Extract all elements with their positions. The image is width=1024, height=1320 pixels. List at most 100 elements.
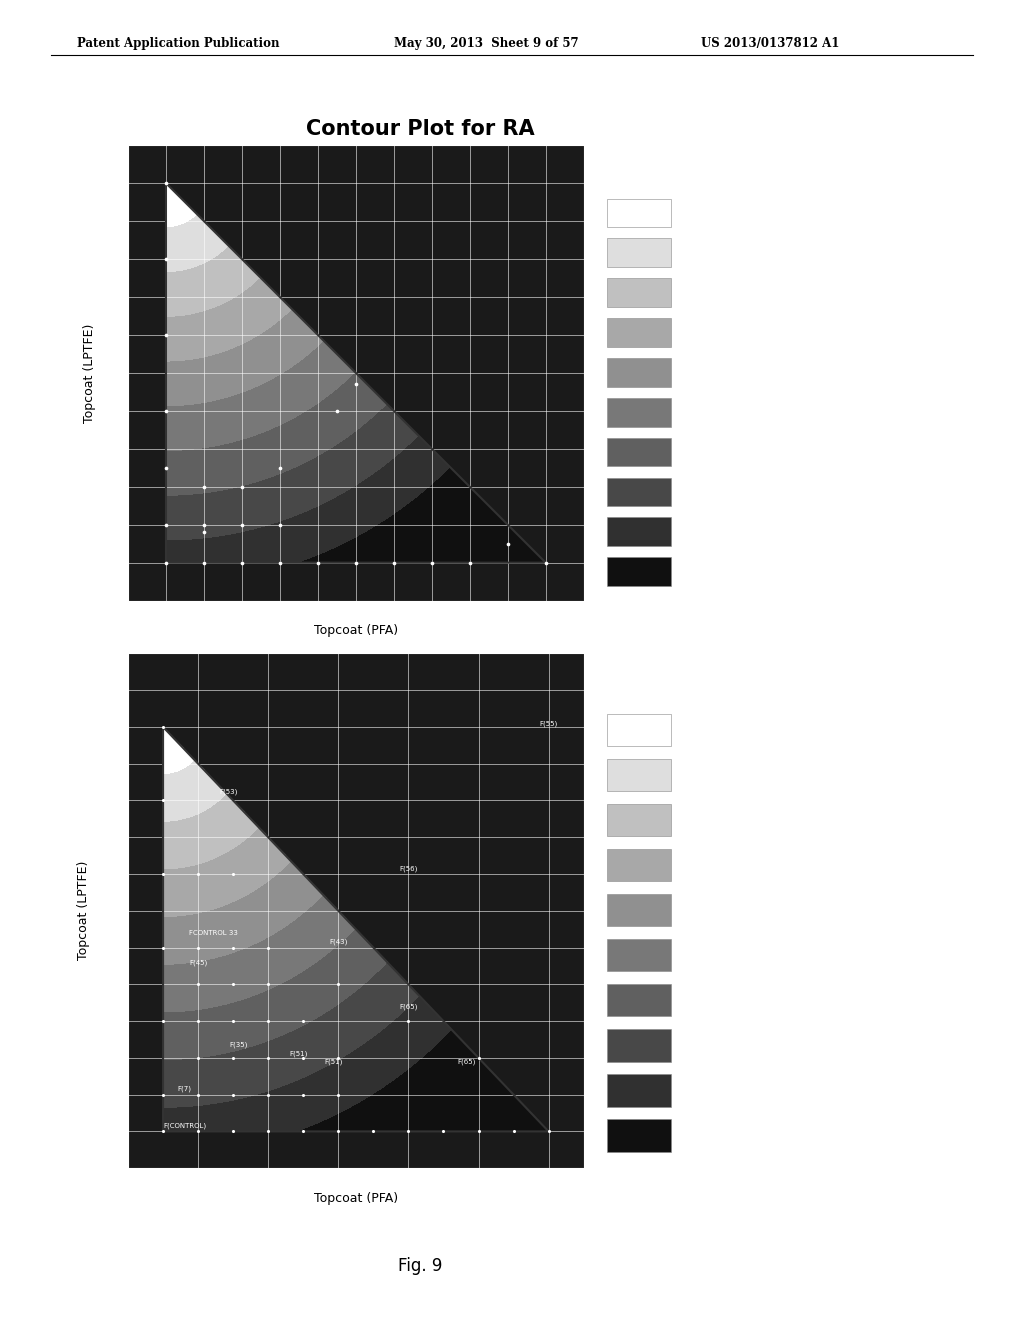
Point — [225, 1121, 242, 1142]
Point — [158, 400, 174, 421]
Text: <= 1.000: <= 1.000 — [679, 906, 727, 915]
Point — [158, 248, 174, 269]
Point — [424, 552, 440, 573]
Bar — [607, 239, 671, 267]
Point — [225, 863, 242, 884]
Text: F(51): F(51) — [289, 1051, 307, 1057]
Bar — [607, 1030, 671, 1061]
Text: Fig. 9: Fig. 9 — [397, 1257, 442, 1275]
Point — [386, 552, 402, 573]
Text: > 1.400: > 1.400 — [679, 1130, 719, 1140]
Point — [400, 1121, 417, 1142]
Point — [260, 974, 276, 995]
Point — [196, 552, 212, 573]
Bar — [607, 983, 671, 1016]
Text: RA: RA — [610, 161, 629, 174]
Point — [155, 1121, 171, 1142]
Point — [330, 1121, 346, 1142]
Text: <= 0.800: <= 0.800 — [679, 288, 727, 297]
Bar — [607, 517, 671, 546]
Point — [189, 1084, 206, 1105]
Point — [189, 937, 206, 958]
Point — [435, 1121, 452, 1142]
Text: <= 0.600: <= 0.600 — [679, 209, 727, 218]
Text: <= 0.900: <= 0.900 — [679, 861, 727, 870]
Bar — [607, 1119, 671, 1151]
Point — [225, 974, 242, 995]
Point — [538, 552, 554, 573]
Text: <= 1.100: <= 1.100 — [679, 950, 727, 960]
Point — [155, 789, 171, 810]
X-axis label: Topcoat (PFA): Topcoat (PFA) — [313, 624, 398, 638]
Text: <= 1.400: <= 1.400 — [679, 1085, 727, 1096]
Point — [225, 1047, 242, 1068]
Point — [260, 1011, 276, 1032]
Point — [462, 552, 478, 573]
Text: <= 1.300: <= 1.300 — [679, 487, 727, 496]
Text: <= 1.000: <= 1.000 — [679, 367, 727, 378]
Bar — [607, 894, 671, 927]
Point — [330, 1047, 346, 1068]
Point — [158, 325, 174, 346]
Bar — [607, 478, 671, 506]
Point — [155, 717, 171, 738]
Point — [271, 457, 288, 478]
Text: <= 0.800: <= 0.800 — [679, 814, 727, 825]
Bar — [607, 1074, 671, 1106]
Text: > 1.400: > 1.400 — [679, 566, 719, 577]
Point — [260, 1121, 276, 1142]
Text: <= 1.400: <= 1.400 — [679, 527, 727, 537]
Point — [196, 477, 212, 498]
Text: F(65): F(65) — [399, 1003, 418, 1010]
Point — [189, 1011, 206, 1032]
Point — [158, 552, 174, 573]
Point — [225, 1011, 242, 1032]
Text: F(43): F(43) — [330, 939, 348, 945]
Text: Patent Application Publication: Patent Application Publication — [77, 37, 280, 50]
X-axis label: Topcoat (PFA): Topcoat (PFA) — [313, 1192, 398, 1205]
Point — [329, 400, 345, 421]
Point — [233, 513, 250, 536]
Point — [295, 1047, 311, 1068]
Text: F(7): F(7) — [177, 1086, 191, 1093]
Point — [260, 1047, 276, 1068]
Point — [260, 937, 276, 958]
Point — [366, 1121, 382, 1142]
Bar — [607, 939, 671, 972]
Text: F(45): F(45) — [189, 960, 208, 965]
Text: <= 1.200: <= 1.200 — [679, 447, 727, 457]
Text: F(35): F(35) — [229, 1041, 248, 1048]
Bar — [607, 557, 671, 586]
Text: <= 0.700: <= 0.700 — [679, 248, 727, 257]
Text: <= 1.200: <= 1.200 — [679, 995, 727, 1006]
Bar — [607, 849, 671, 882]
Bar — [607, 759, 671, 791]
Point — [541, 1121, 557, 1142]
Text: F(CONTROL): F(CONTROL) — [163, 1123, 206, 1129]
Point — [155, 937, 171, 958]
Point — [348, 374, 365, 395]
Point — [330, 974, 346, 995]
Point — [233, 477, 250, 498]
Point — [158, 457, 174, 478]
Text: F(56): F(56) — [399, 866, 418, 871]
Point — [155, 1084, 171, 1105]
Text: <= 1.300: <= 1.300 — [679, 1040, 727, 1051]
Point — [295, 1121, 311, 1142]
Point — [196, 513, 212, 536]
Point — [189, 1121, 206, 1142]
Text: RA: RA — [610, 672, 629, 684]
Point — [295, 1084, 311, 1105]
Text: <= 0.700: <= 0.700 — [679, 770, 727, 780]
Point — [500, 533, 516, 554]
Bar — [607, 279, 671, 308]
Y-axis label: Topcoat (LPTFE): Topcoat (LPTFE) — [77, 861, 90, 961]
Point — [189, 1047, 206, 1068]
Point — [158, 173, 174, 194]
Point — [158, 513, 174, 536]
Point — [233, 552, 250, 573]
Text: <= 0.900: <= 0.900 — [679, 327, 727, 338]
Point — [155, 1011, 171, 1032]
Point — [348, 552, 365, 573]
Point — [189, 863, 206, 884]
